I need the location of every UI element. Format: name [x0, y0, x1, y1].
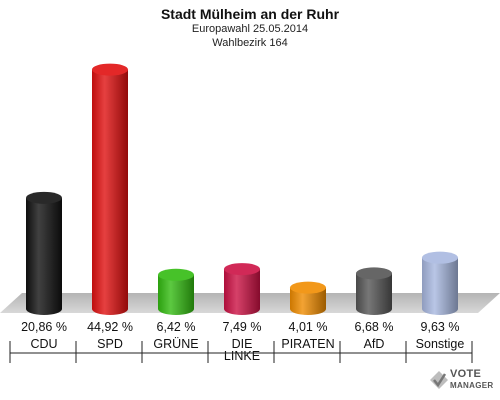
value-label: 4,01 % [289, 320, 328, 334]
bar-grüne-body [158, 274, 194, 315]
bar-afd-body [356, 273, 392, 315]
value-label: 7,49 % [223, 320, 262, 334]
category-axis [9, 341, 473, 363]
bar-piraten [290, 281, 326, 315]
bar-cdu-body [26, 197, 62, 315]
chart-header: Stadt Mülheim an der Ruhr Europawahl 25.… [0, 0, 500, 50]
district-label: Wahlbezirk 164 [212, 37, 288, 49]
category-label: SPD [97, 337, 123, 351]
bar-sonstige-body [422, 257, 458, 315]
value-label: 6,42 % [157, 320, 196, 334]
category-label: GRÜNE [153, 337, 198, 351]
bar-afd [356, 267, 392, 315]
logo-line1: VOTE [450, 368, 482, 380]
bar-afd-top [356, 267, 392, 280]
chart-title: Stadt Mülheim an der Ruhr [160, 6, 340, 22]
bars-group [26, 63, 458, 315]
bar-sonstige-top [422, 251, 458, 264]
bar-spd-top [92, 63, 128, 76]
bar-die-linke-body [224, 269, 260, 315]
category-label: DIE [232, 337, 253, 351]
bar-die-linke-top [224, 263, 260, 276]
bar-spd [92, 63, 128, 315]
bar-spd-body [92, 69, 128, 315]
vote-manager-logo: VOTE MANAGER [428, 366, 498, 396]
bar-grüne-top [158, 268, 194, 281]
bar-die-linke [224, 263, 260, 315]
value-label: 9,63 % [421, 320, 460, 334]
election-subtitle: Europawahl 25.05.2014 [191, 23, 309, 35]
value-label: 6,68 % [355, 320, 394, 334]
category-label: Sonstige [416, 337, 465, 351]
category-label: PIRATEN [281, 337, 334, 351]
category-label: AfD [364, 337, 385, 351]
category-label: LINKE [224, 349, 260, 363]
bar-piraten-body [290, 287, 326, 315]
bar-grüne [158, 268, 194, 315]
value-label: 20,86 % [21, 320, 67, 334]
bar-piraten-top [290, 281, 326, 294]
labels-group: 20,86 % CDU 44,92 % SPD 6,42 % GRÜNE 7,49 % DIE… [21, 320, 464, 363]
value-label: 44,92 % [87, 320, 133, 334]
ballot-check-icon [430, 371, 448, 389]
logo-line2: MANAGER [450, 381, 494, 390]
bar-cdu-top [26, 191, 62, 204]
category-label: CDU [30, 337, 57, 351]
bar-sonstige [422, 251, 458, 315]
bar-cdu [26, 191, 62, 315]
